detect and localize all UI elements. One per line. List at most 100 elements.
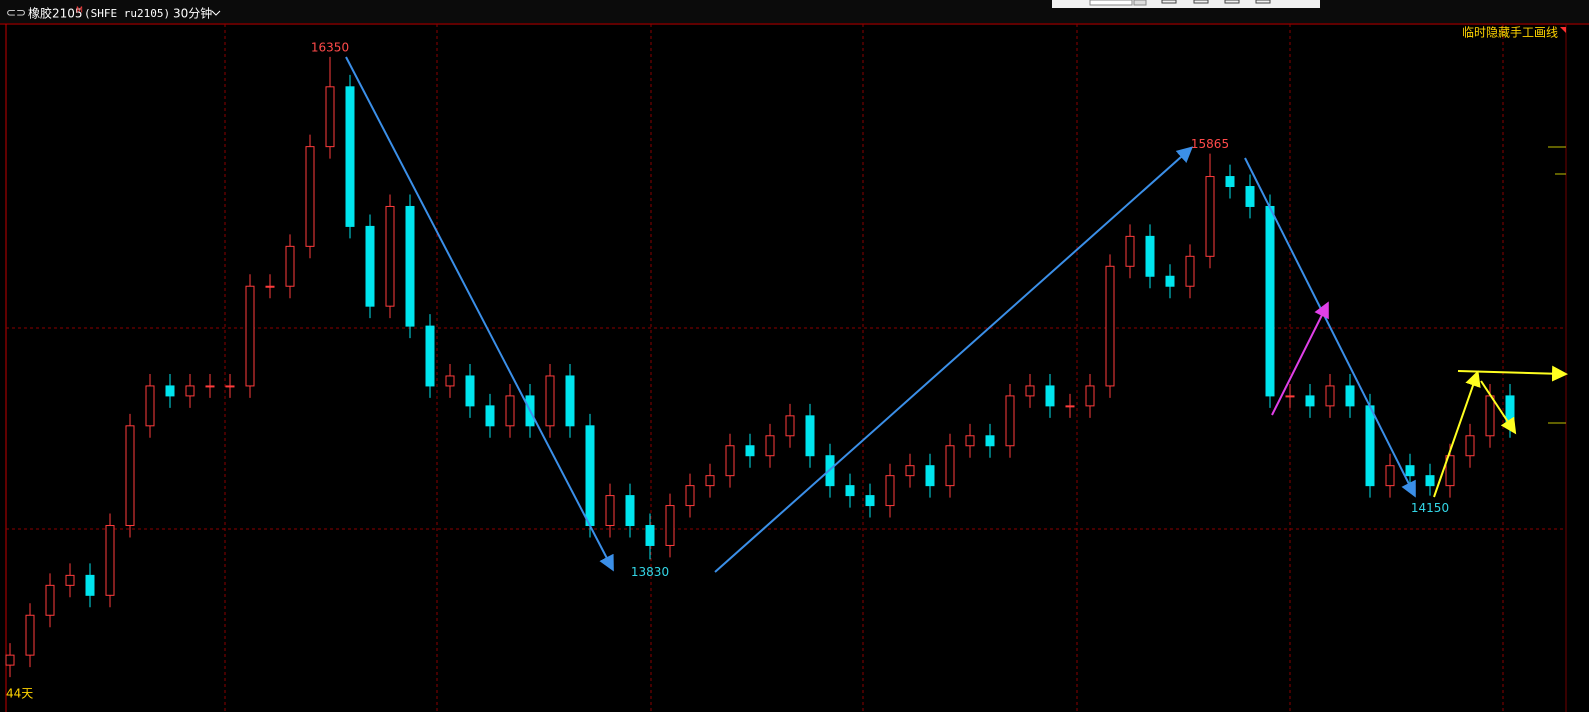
candle-body: [565, 375, 575, 427]
grid: [6, 24, 1566, 712]
candle-body: [1325, 385, 1335, 407]
candle-body: [1345, 385, 1355, 407]
candle-body: [625, 495, 635, 527]
candle-body: [865, 495, 875, 507]
price-label: 13830: [631, 565, 669, 579]
toolbar-button[interactable]: [1161, 0, 1177, 4]
symbol[interactable]: 橡胶2105: [28, 6, 83, 21]
trend-arrow: [1433, 370, 1481, 498]
trend-arrow: [345, 56, 614, 572]
candle-body: [185, 385, 195, 397]
candle-body: [1425, 475, 1435, 487]
bar-count: 44天: [6, 687, 33, 701]
candle-body: [345, 86, 355, 227]
candle-body: [965, 435, 975, 447]
candle-body: [585, 425, 595, 527]
candle-body: [485, 405, 495, 427]
flag: M: [76, 6, 83, 15]
candle-body: [925, 465, 935, 487]
candle-body: [245, 285, 255, 387]
candle-body: [405, 205, 415, 327]
candle-body: [945, 445, 955, 487]
candle-body: [225, 385, 235, 388]
candle-body: [1285, 395, 1295, 398]
candle-body: [385, 205, 395, 307]
candle-body: [1305, 395, 1315, 407]
candle-body: [765, 435, 775, 457]
candle-body: [1365, 405, 1375, 487]
candle-body: [685, 485, 695, 507]
trend-arrow: [1457, 365, 1568, 382]
candle-body: [705, 475, 715, 487]
candle-body: [265, 285, 275, 288]
candle-body: [65, 574, 75, 586]
candle-body: [845, 485, 855, 497]
candle-body: [1445, 455, 1455, 487]
toolbar-button[interactable]: [1255, 0, 1271, 4]
candle-body: [25, 614, 35, 656]
toolbar-button[interactable]: [1133, 0, 1147, 6]
trend-arrow: [1244, 157, 1416, 498]
corner-flag: [1560, 27, 1566, 33]
candle-body: [145, 385, 155, 427]
code: (SHFE ru2105): [84, 7, 170, 20]
candle-body: [5, 654, 15, 666]
candle-body: [365, 225, 375, 307]
candle-body: [1485, 395, 1495, 437]
candle-body: [1205, 176, 1215, 257]
candle-body: [1085, 385, 1095, 407]
candle-body: [1385, 465, 1395, 487]
link-icon: ⊂⊃: [6, 6, 26, 20]
candle-body: [505, 395, 515, 427]
price-label: 15865: [1191, 137, 1229, 151]
trend-arrow: [1271, 301, 1329, 416]
right-ticks: [1548, 146, 1566, 424]
candle-body: [1145, 235, 1155, 277]
candles: [5, 56, 1515, 678]
candle-body: [305, 146, 315, 247]
candle-body: [465, 375, 475, 407]
candle-body: [45, 584, 55, 616]
candle-body: [1125, 235, 1135, 267]
candle-body: [1225, 176, 1235, 188]
candle-body: [1105, 265, 1115, 387]
candle-body: [445, 375, 455, 387]
header-bar: [0, 0, 1589, 23]
candle-body: [665, 505, 675, 546]
period[interactable]: 30分钟: [173, 6, 212, 21]
period-dropdown[interactable]: [211, 10, 221, 16]
candle-body: [725, 445, 735, 477]
candle-body: [285, 245, 295, 287]
trend-arrow: [714, 146, 1193, 573]
price-label: 14150: [1411, 501, 1449, 515]
candle-body: [545, 375, 555, 427]
candle-body: [785, 415, 795, 437]
candle-body: [1045, 385, 1055, 407]
candle-body: [805, 415, 815, 457]
candle-body: [1065, 405, 1075, 408]
candle-body: [645, 525, 655, 546]
toolbar: [1052, 0, 1320, 8]
price-label: 16350: [311, 40, 349, 54]
candle-body: [605, 495, 615, 527]
candle-body: [1165, 275, 1175, 287]
toolbar-input[interactable]: [1089, 0, 1133, 6]
candle-body: [85, 574, 95, 596]
candle-body: [1405, 465, 1415, 477]
toolbar-button[interactable]: [1224, 0, 1240, 4]
drawings: [345, 56, 1568, 573]
candle-body: [1245, 186, 1255, 207]
candle-body: [325, 86, 335, 148]
candle-body: [985, 435, 995, 447]
candle-body: [885, 475, 895, 507]
hide-drawings[interactable]: 临时隐藏手工画线: [1462, 26, 1558, 40]
candle-body: [1265, 205, 1275, 397]
candle-body: [905, 465, 915, 477]
toolbar-button[interactable]: [1193, 0, 1209, 4]
candle-body: [205, 385, 215, 388]
candle-body: [425, 325, 435, 387]
candle-body: [1185, 255, 1195, 287]
candle-body: [745, 445, 755, 457]
